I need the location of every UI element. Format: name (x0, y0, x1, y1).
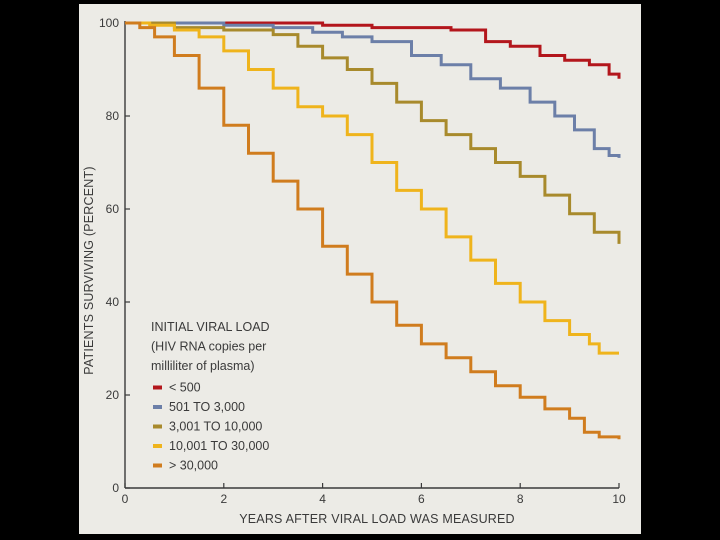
y-tick-label: 40 (106, 295, 120, 309)
x-tick-label: 4 (319, 492, 326, 506)
legend-swatch (153, 463, 162, 468)
survival-chart: 0 20 40 60 80 100 0 2 4 6 8 10 PATIENTS SURVIVING … (82, 16, 626, 526)
legend: INITIAL VIRAL LOAD (HIV RNA copies per m… (151, 320, 270, 473)
legend-swatch (153, 385, 162, 390)
legend-swatch (153, 424, 162, 429)
y-axis-title: PATIENTS SURVIVING (PERCENT) (82, 166, 96, 374)
x-tick-label: 10 (612, 492, 626, 506)
x-tick-label: 6 (418, 492, 425, 506)
legend-label: 3,001 TO 10,000 (169, 420, 262, 434)
legend-title-line-2: (HIV RNA copies per (151, 340, 266, 354)
legend-label: > 30,000 (169, 459, 218, 473)
series-line-1 (125, 21, 621, 79)
legend-title-line-1: INITIAL VIRAL LOAD (151, 320, 270, 334)
legend-items: < 500 501 TO 3,000 3,001 TO 10,000 10,001 T… (153, 381, 269, 473)
legend-label: 501 TO 3,000 (169, 400, 245, 414)
legend-title-line-3: milliliter of plasma) (151, 359, 255, 373)
y-tick-label: 0 (112, 481, 119, 495)
series-line-3 (125, 21, 621, 244)
x-axis-title: YEARS AFTER VIRAL LOAD WAS MEASURED (239, 512, 515, 526)
y-tick-label: 80 (106, 109, 120, 123)
series-line-4 (125, 21, 619, 355)
axes (124, 21, 619, 489)
x-tick-label: 2 (220, 492, 227, 506)
series-line-5 (125, 21, 621, 440)
y-tick-label: 60 (106, 202, 120, 216)
x-tick-label: 8 (517, 492, 524, 506)
y-tick-label: 100 (99, 16, 119, 30)
legend-swatch (153, 444, 162, 448)
series-line-2 (125, 21, 621, 158)
legend-label: 10,001 TO 30,000 (169, 439, 269, 453)
x-tick-label: 0 (122, 492, 129, 506)
legend-swatch (153, 405, 162, 409)
x-ticks: 0 2 4 6 8 10 (122, 483, 626, 506)
series-lines (125, 21, 621, 440)
legend-label: < 500 (169, 381, 201, 395)
chart-panel: 0 20 40 60 80 100 0 2 4 6 8 10 PATIENTS SURVIVING … (79, 4, 641, 534)
y-tick-label: 20 (106, 388, 120, 402)
y-ticks: 0 20 40 60 80 100 (99, 16, 130, 495)
